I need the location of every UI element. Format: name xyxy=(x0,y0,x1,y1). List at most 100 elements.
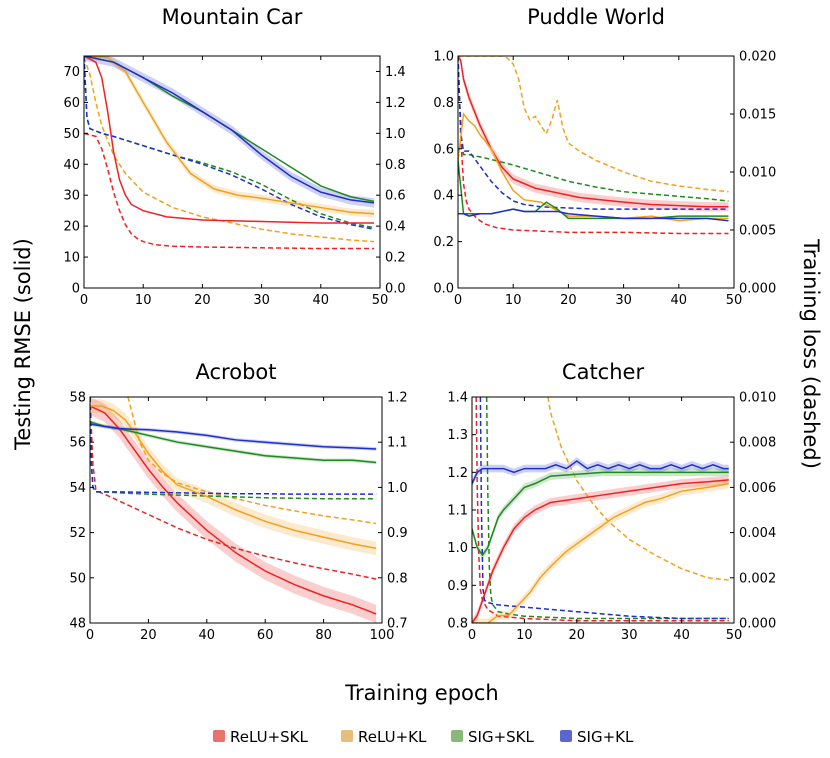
solid-line-relu-skl-puddle-world xyxy=(458,56,729,208)
panel-title-mountain-car: Mountain Car xyxy=(162,5,303,29)
dashed-line-sig-kl-acrobot xyxy=(90,397,377,495)
y2-tick-label: 0.006 xyxy=(739,481,776,496)
y2-tick-label: 1.0 xyxy=(385,127,406,142)
band-sig-kl-acrobot xyxy=(90,422,377,451)
y2-tick-label: 0.010 xyxy=(739,166,776,181)
y-tick-label: 50 xyxy=(63,127,80,142)
y2-tick-label: 0.8 xyxy=(387,571,408,586)
legend-label-relu-kl: ReLU+KL xyxy=(358,728,427,746)
x-tick-label: 0 xyxy=(86,628,94,643)
y2-tick-label: 0.000 xyxy=(739,282,776,297)
y2-tick-label: 0.004 xyxy=(739,526,776,541)
band-relu-skl-acrobot xyxy=(90,397,377,623)
solid-line-sig-kl-acrobot xyxy=(90,423,377,450)
panel-title-acrobot: Acrobot xyxy=(196,360,277,384)
dashed-line-relu-skl-puddle-world xyxy=(458,56,729,235)
plot-area-mountain-car xyxy=(84,56,375,250)
y-axis-label-right: Training loss (dashed) xyxy=(799,238,823,469)
panel-mountain-car: Mountain Car 0 10 20 30 40 50 0 10 20 30 40 50 60 70 0.… xyxy=(63,5,405,308)
legend-item-sig-kl: SIG+KL xyxy=(560,728,634,746)
x-tick-label: 40 xyxy=(673,628,690,643)
legend-item-relu-skl: ReLU+SKL xyxy=(213,728,308,746)
y-tick-label: 1.1 xyxy=(447,504,468,519)
legend: ReLU+SKL ReLU+KL SIG+SKL SIG+KL xyxy=(213,728,634,746)
panel-puddle-world: Puddle World 0 10 20 30 40 50 0.0 0.2 0.4 0.6 0.8 1.… xyxy=(433,5,776,308)
axes-frame-mountain-car xyxy=(83,55,381,289)
x-tick-label: 30 xyxy=(253,293,270,308)
y-tick-label: 58 xyxy=(69,391,86,406)
x-tick-label: 10 xyxy=(135,293,152,308)
solid-line-sig-kl-puddle-world xyxy=(458,208,729,222)
band-relu-kl-catcher xyxy=(472,479,729,623)
y2-tick-label: 0.008 xyxy=(739,436,776,451)
y-tick-label: 40 xyxy=(63,158,80,173)
x-tick-label: 20 xyxy=(560,293,577,308)
panel-title-puddle-world: Puddle World xyxy=(527,5,665,29)
band-relu-skl-catcher xyxy=(472,475,729,623)
legend-item-relu-kl: ReLU+KL xyxy=(341,728,427,746)
band-sig-kl-mountain-car xyxy=(84,56,375,208)
y2-tick-label: 0.4 xyxy=(385,220,406,235)
solid-line-relu-kl-catcher xyxy=(472,482,729,623)
plot-area-catcher xyxy=(472,397,729,623)
y-tick-label: 1.4 xyxy=(447,391,468,406)
x-tick-label: 10 xyxy=(516,628,533,643)
x-tick-label: 20 xyxy=(194,293,211,308)
y-tick-label: 1.0 xyxy=(433,50,454,65)
x-tick-label: 10 xyxy=(505,293,522,308)
plot-area-acrobot xyxy=(90,397,377,623)
y-tick-label: 10 xyxy=(63,251,80,266)
x-tick-label: 100 xyxy=(370,628,395,643)
y-tick-label: 0.6 xyxy=(433,142,454,157)
band-sig-kl-catcher xyxy=(472,457,729,488)
y2-tick-label: 1.4 xyxy=(385,65,406,80)
y-tick-label: 20 xyxy=(63,220,80,235)
solid-line-relu-kl-mountain-car xyxy=(84,56,375,215)
dashed-line-relu-skl-catcher xyxy=(475,397,729,622)
x-tick-label: 50 xyxy=(726,293,743,308)
solid-line-relu-skl-acrobot xyxy=(90,405,377,615)
y-tick-label: 52 xyxy=(69,526,86,541)
axes-frame-puddle-world xyxy=(457,55,735,289)
y-tick-label: 0.4 xyxy=(433,189,454,204)
x-tick-label: 30 xyxy=(621,628,638,643)
x-tick-label: 50 xyxy=(372,293,389,308)
legend-swatch-sig-kl xyxy=(560,730,572,742)
legend-label-relu-skl: ReLU+SKL xyxy=(230,728,308,746)
panel-title-catcher: Catcher xyxy=(562,360,645,384)
x-tick-label: 20 xyxy=(140,628,157,643)
y-tick-label: 0.0 xyxy=(433,282,454,297)
solid-line-relu-skl-mountain-car xyxy=(84,56,375,224)
legend-label-sig-skl: SIG+SKL xyxy=(468,728,534,746)
axes-frame-acrobot xyxy=(89,396,383,624)
axes-frame-catcher xyxy=(471,396,735,624)
dashed-line-sig-skl-mountain-car xyxy=(84,56,375,229)
legend-item-sig-skl: SIG+SKL xyxy=(451,728,534,746)
legend-swatch-relu-kl xyxy=(341,730,353,742)
y-tick-label: 0.8 xyxy=(433,96,454,111)
y-axis-label-left: Testing RMSE (solid) xyxy=(11,238,35,451)
dashed-line-relu-kl-puddle-world xyxy=(458,56,729,193)
y2-tick-label: 0.8 xyxy=(385,158,406,173)
y-tick-label: 1.2 xyxy=(447,466,468,481)
y-tick-label: 1.3 xyxy=(447,428,468,443)
x-tick-label: 0 xyxy=(454,293,462,308)
y-tick-label: 0.9 xyxy=(447,579,468,594)
y2-tick-label: 1.2 xyxy=(385,96,406,111)
x-tick-label: 0 xyxy=(80,293,88,308)
y2-tick-label: 1.1 xyxy=(387,436,408,451)
dashed-line-relu-kl-mountain-car xyxy=(84,57,375,243)
x-tick-label: 30 xyxy=(615,293,632,308)
x-tick-label: 80 xyxy=(315,628,332,643)
y-tick-label: 0.2 xyxy=(433,235,454,250)
x-tick-label: 60 xyxy=(257,628,274,643)
y-tick-label: 0.8 xyxy=(447,617,468,632)
panel-catcher: Catcher 0 10 20 30 40 50 0.8 0.9 1.0 1.1 1.2 1.3 1.4 0… xyxy=(447,360,776,643)
y-tick-label: 50 xyxy=(69,571,86,586)
x-tick-label: 40 xyxy=(199,628,216,643)
y2-tick-label: 1.0 xyxy=(387,481,408,496)
y-tick-label: 0 xyxy=(72,282,80,297)
y2-tick-label: 0.015 xyxy=(739,108,776,123)
y-tick-label: 30 xyxy=(63,189,80,204)
